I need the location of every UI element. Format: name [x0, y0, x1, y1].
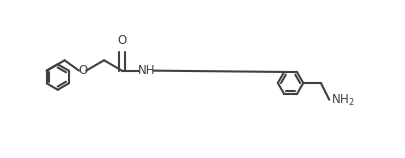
Text: O: O [117, 34, 126, 47]
Text: O: O [78, 64, 87, 77]
Text: NH: NH [138, 64, 155, 77]
Text: NH$_2$: NH$_2$ [330, 93, 354, 108]
